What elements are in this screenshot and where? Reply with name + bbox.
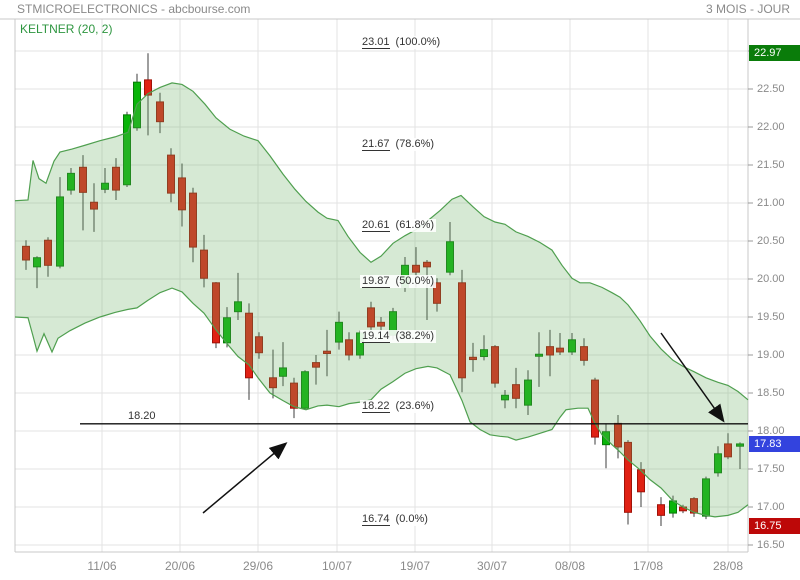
candlestick-up [480, 349, 488, 358]
candlestick-down [189, 192, 197, 248]
price-tick-label: 22.50 [757, 83, 785, 95]
candlestick-up [702, 478, 710, 517]
candlestick-down [323, 350, 331, 354]
candlestick-up [301, 371, 309, 409]
hline-label: 18.20 [128, 409, 156, 422]
candlestick-down [200, 249, 208, 279]
trend-arrow [202, 442, 288, 514]
candlestick-up [33, 257, 41, 268]
candlestick-up [279, 367, 287, 377]
candlestick-down [433, 282, 441, 304]
date-tick-label: 11/06 [87, 559, 117, 573]
keltner-upper-band [14, 82, 749, 401]
candlestick-down [269, 377, 277, 389]
price-tick-label: 21.00 [757, 197, 785, 209]
price-tick-label: 18.50 [757, 387, 785, 399]
chart-header: STMICROELECTRONICS - abcbourse.com 3 MOI… [0, 0, 800, 19]
price-tick-label: 20.50 [757, 235, 785, 247]
price-tick-label: 19.50 [757, 311, 785, 323]
candlestick-down [458, 282, 466, 379]
fib-label-236: 18.22 (23.6%) [360, 400, 437, 414]
instrument-title: STMICROELECTRONICS - abcbourse.com [17, 2, 251, 16]
date-tick-label: 20/06 [164, 559, 196, 573]
candlestick-down [79, 166, 87, 193]
candlestick-down [112, 166, 120, 191]
candlestick-down [512, 384, 520, 399]
candlestick-down [156, 101, 164, 123]
candlestick-down [255, 336, 263, 354]
candlestick-down [546, 346, 554, 356]
candlestick-down [377, 321, 385, 327]
price-badge-17.83: 17.83 [749, 435, 800, 452]
candlestick-up [101, 182, 109, 190]
candlestick-down [22, 245, 30, 261]
candlestick-down [423, 261, 431, 268]
fib-label-786: 21.67 (78.6%) [360, 138, 437, 152]
candlestick-down [657, 504, 665, 516]
fib-label-500: 19.87 (50.0%) [360, 274, 437, 288]
candlestick-down [312, 362, 320, 368]
price-tick-label: 21.50 [757, 159, 785, 171]
candlestick-up [123, 114, 131, 186]
price-tick-label: 16.50 [757, 539, 785, 551]
candlestick-up [501, 394, 509, 401]
candlestick-up [234, 301, 242, 313]
candlestick-up [67, 172, 75, 191]
candlestick-up [736, 443, 744, 447]
candlestick-down [491, 346, 499, 384]
candlestick-down [178, 177, 186, 211]
price-badge-16.75: 16.75 [749, 518, 800, 534]
candlestick-up [568, 339, 576, 353]
candlestick-down [469, 356, 477, 361]
fib-label-382: 19.14 (38.2%) [360, 330, 437, 344]
candlestick-up [335, 321, 343, 343]
candlestick-down [90, 201, 98, 210]
candlestick-down [144, 79, 152, 96]
candlestick-down [367, 307, 375, 328]
date-tick-label: 10/07 [321, 559, 353, 573]
candlestick-down [212, 282, 220, 344]
candlestick-up [446, 241, 454, 273]
trend-arrow [660, 332, 725, 423]
candlestick-down [345, 339, 353, 356]
candlestick-down [167, 154, 175, 194]
price-tick-label: 18.00 [757, 425, 785, 437]
date-tick-label: 17/08 [632, 559, 664, 573]
candlestick-down [412, 264, 420, 273]
fib-label-1000: 23.01 (100.0%) [360, 36, 443, 50]
date-tick-label: 29/06 [242, 559, 274, 573]
candlestick-down [44, 239, 52, 266]
keltner-channel [15, 82, 748, 517]
candlestick-down [724, 443, 732, 458]
price-tick-label: 22.00 [757, 121, 785, 133]
price-tick-label: 20.00 [757, 273, 785, 285]
price-tick-label: 19.00 [757, 349, 785, 361]
candlestick-down [624, 441, 632, 513]
date-tick-label: 08/08 [554, 559, 586, 573]
candlestick-down [245, 312, 253, 379]
date-tick-label: 30/07 [476, 559, 508, 573]
candlestick-down [556, 347, 564, 353]
candlestick-down [580, 346, 588, 361]
date-tick-label: 28/08 [712, 559, 744, 573]
candlestick-up [524, 379, 532, 406]
candlestick-down [591, 379, 599, 438]
fib-label-618: 20.61 (61.8%) [360, 218, 437, 232]
date-tick-label: 19/07 [399, 559, 431, 573]
candlestick-down [637, 469, 645, 493]
price-tick-label: 17.00 [757, 501, 785, 513]
keltner-lower-band [14, 287, 749, 518]
price-tick-label: 17.50 [757, 463, 785, 475]
candlestick-up [535, 353, 543, 357]
indicator-label: KELTNER (20, 2) [20, 22, 113, 36]
fib-label-00: 16.74 (0.0%) [360, 512, 430, 526]
period-label: 3 MOIS - JOUR [705, 2, 790, 16]
candlestick-up [714, 453, 722, 474]
price-badge-22.97: 22.97 [749, 45, 800, 62]
candlestick-down [290, 382, 298, 409]
candlestick-down [690, 498, 698, 514]
candlestick-up [56, 196, 64, 267]
